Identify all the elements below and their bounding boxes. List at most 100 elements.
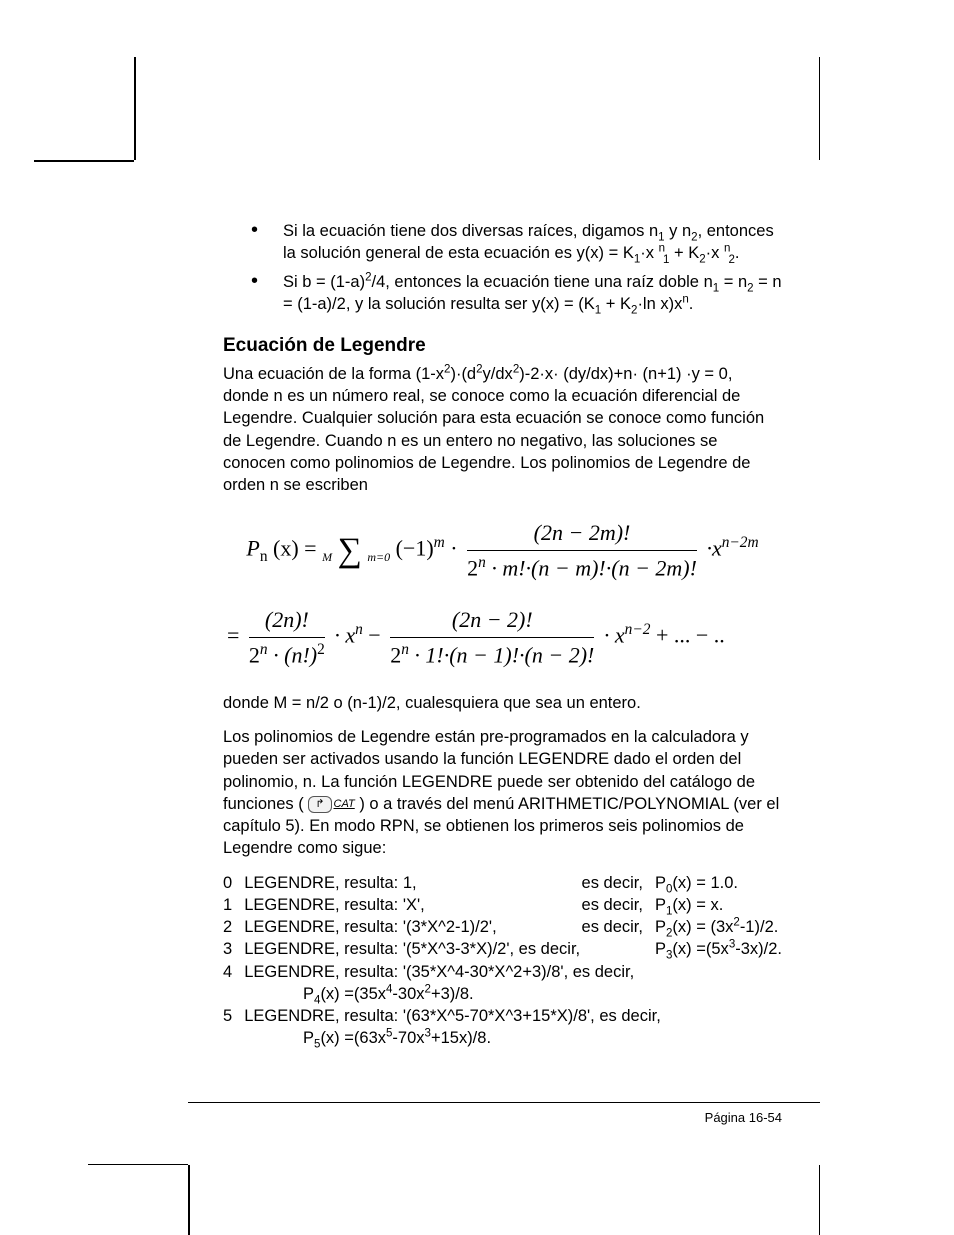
text: -70x — [392, 1029, 424, 1047]
cell: LEGENDRE, resulta: '(35*X^4-30*X^2+3)/8'… — [244, 961, 782, 983]
bullet-item: Si la ecuación tiene dos diversas raíces… — [251, 220, 782, 265]
text: = n — [719, 273, 747, 291]
text: P — [655, 940, 666, 958]
equation-1: Pn (x) = M ∑ m=0 (−1)m · (2n − 2m)! 2n ·… — [223, 518, 782, 583]
footer-rule — [188, 1102, 820, 1103]
text: · x — [604, 622, 625, 647]
text: -3x)/2. — [735, 940, 782, 958]
cell: 1 — [223, 894, 232, 916]
text: P — [655, 896, 666, 914]
text: +15x)/8. — [431, 1029, 491, 1047]
text: Si la ecuación tiene dos diversas raíces… — [283, 222, 658, 240]
text: . — [689, 295, 694, 313]
cell: 0 — [223, 872, 232, 894]
denominator: 2n · 1!·(n − 1)!·(n − 2)! — [390, 638, 594, 670]
cropmark — [134, 57, 136, 160]
exp: n−2 — [625, 621, 651, 638]
text: (x) =(35x — [320, 985, 386, 1003]
intro-paragraph: Una ecuación de la forma (1-x2)·(d2y/dx2… — [223, 363, 782, 497]
sigma: M ∑ m=0 — [322, 534, 390, 568]
text: )·(d — [450, 365, 476, 383]
text: = — [227, 622, 245, 647]
text: ·x — [706, 536, 721, 561]
text: /4, entonces la ecuación tiene una raíz … — [372, 273, 713, 291]
fraction: (2n − 2m)! 2n · m!·(n − m)!·(n − 2m)! — [463, 518, 701, 583]
text: 2 — [390, 642, 401, 667]
bullet-item: Si b = (1-a)2/4, entonces la ecuación ti… — [251, 271, 782, 316]
equation-2: = (2n)! 2n · (n!)2 · xn − (2n − 2)! 2n ·… — [223, 605, 782, 670]
where-m: donde M = n/2 o (n-1)/2, cualesquiera qu… — [223, 692, 782, 714]
fraction: (2n − 2)! 2n · 1!·(n − 1)!·(n − 2)! — [386, 605, 598, 670]
text: ·ln x)x — [637, 295, 682, 313]
cell: 5 — [223, 1005, 232, 1027]
text: · x — [334, 622, 355, 647]
text: P — [655, 874, 666, 892]
cell: LEGENDRE, resulta: 1, — [244, 872, 569, 894]
key-cat-label: CAT — [334, 798, 355, 810]
cell: P0(x) = 1.0. — [655, 872, 782, 894]
text: n — [478, 554, 486, 571]
numerator: (2n − 2m)! — [467, 518, 697, 551]
text: )-2·x· (dy/dx)+n· (n+1) ·y = 0, donde n … — [223, 365, 764, 494]
text: ) o a través del menú ARITHMETIC/POLYNOM… — [223, 795, 779, 858]
section-heading: Ecuación de Legendre — [223, 333, 782, 359]
text: (x) =(63x — [320, 1029, 386, 1047]
text: P — [246, 536, 259, 561]
exp: n — [355, 621, 363, 638]
text: n — [260, 548, 268, 565]
text: (x) = x. — [672, 896, 723, 914]
text: · (n!) — [268, 642, 317, 667]
numerator: (2n − 2)! — [390, 605, 594, 638]
sum-upper: M — [322, 550, 332, 564]
denominator: 2n · (n!)2 — [249, 638, 325, 670]
cell: 3 — [223, 938, 232, 960]
text: . — [735, 244, 740, 262]
text: 2 — [467, 555, 478, 580]
cropmark — [34, 160, 134, 162]
exp: n−2m — [722, 534, 759, 551]
cropmark — [88, 1164, 188, 1166]
bullet-list: Si la ecuación tiene dos diversas raíces… — [251, 220, 782, 315]
text: + K — [669, 244, 699, 262]
key-shift-icon: ↱ — [308, 796, 331, 813]
text: y n — [665, 222, 692, 240]
text: P — [303, 985, 314, 1003]
pre-list-paragraph: Los polinomios de Legendre están pre-pro… — [223, 726, 782, 860]
cropmark — [819, 57, 821, 160]
text: -1)/2. — [740, 918, 779, 936]
row-continuation: P4(x) =(35x4-30x2+3)/8. — [303, 983, 782, 1005]
numerator: (2n)! — [249, 605, 325, 638]
text: · 1!·(n − 1)!·(n − 2)! — [409, 642, 594, 667]
text: ·x — [640, 244, 658, 262]
text: Una ecuación de la forma (1-x — [223, 365, 444, 383]
legendre-table-2: 5 LEGENDRE, resulta: '(63*X^5-70*X^3+15*… — [223, 1005, 782, 1027]
text: · — [450, 536, 457, 561]
page: Si la ecuación tiene dos diversas raíces… — [0, 0, 954, 1235]
text: (x) = — [273, 536, 317, 561]
cell: es decir, — [582, 894, 643, 916]
cell: LEGENDRE, resulta: '(5*X^3-3*X)/2', es d… — [244, 938, 643, 960]
cropmark — [188, 1165, 190, 1235]
legendre-table: 0 LEGENDRE, resulta: 1, es decir, P0(x) … — [223, 872, 782, 983]
text: -30x — [392, 985, 424, 1003]
cell: LEGENDRE, resulta: '(63*X^5-70*X^3+15*X)… — [244, 1005, 782, 1027]
cell: P1(x) = x. — [655, 894, 782, 916]
page-number: Página 16-54 — [705, 1109, 782, 1127]
text: 2 — [317, 641, 325, 658]
cell: 2 — [223, 916, 232, 938]
text: (x) = 1.0. — [672, 874, 738, 892]
text: ·x — [706, 244, 724, 262]
text: (x) =(5x — [672, 940, 728, 958]
text: +3)/8. — [431, 985, 474, 1003]
denominator: 2n · m!·(n − m)!·(n − 2m)! — [467, 551, 697, 583]
text: P — [655, 918, 666, 936]
text: + K — [601, 295, 631, 313]
sum-lower: m=0 — [367, 550, 390, 564]
cell: LEGENDRE, resulta: 'X', — [244, 894, 569, 916]
text: + ... − .. — [656, 622, 725, 647]
text: n — [401, 641, 409, 658]
text: n — [260, 641, 268, 658]
cell: 4 — [223, 961, 232, 983]
text: 2 — [249, 642, 260, 667]
row-continuation: P5(x) =(63x5-70x3+15x)/8. — [303, 1027, 782, 1049]
